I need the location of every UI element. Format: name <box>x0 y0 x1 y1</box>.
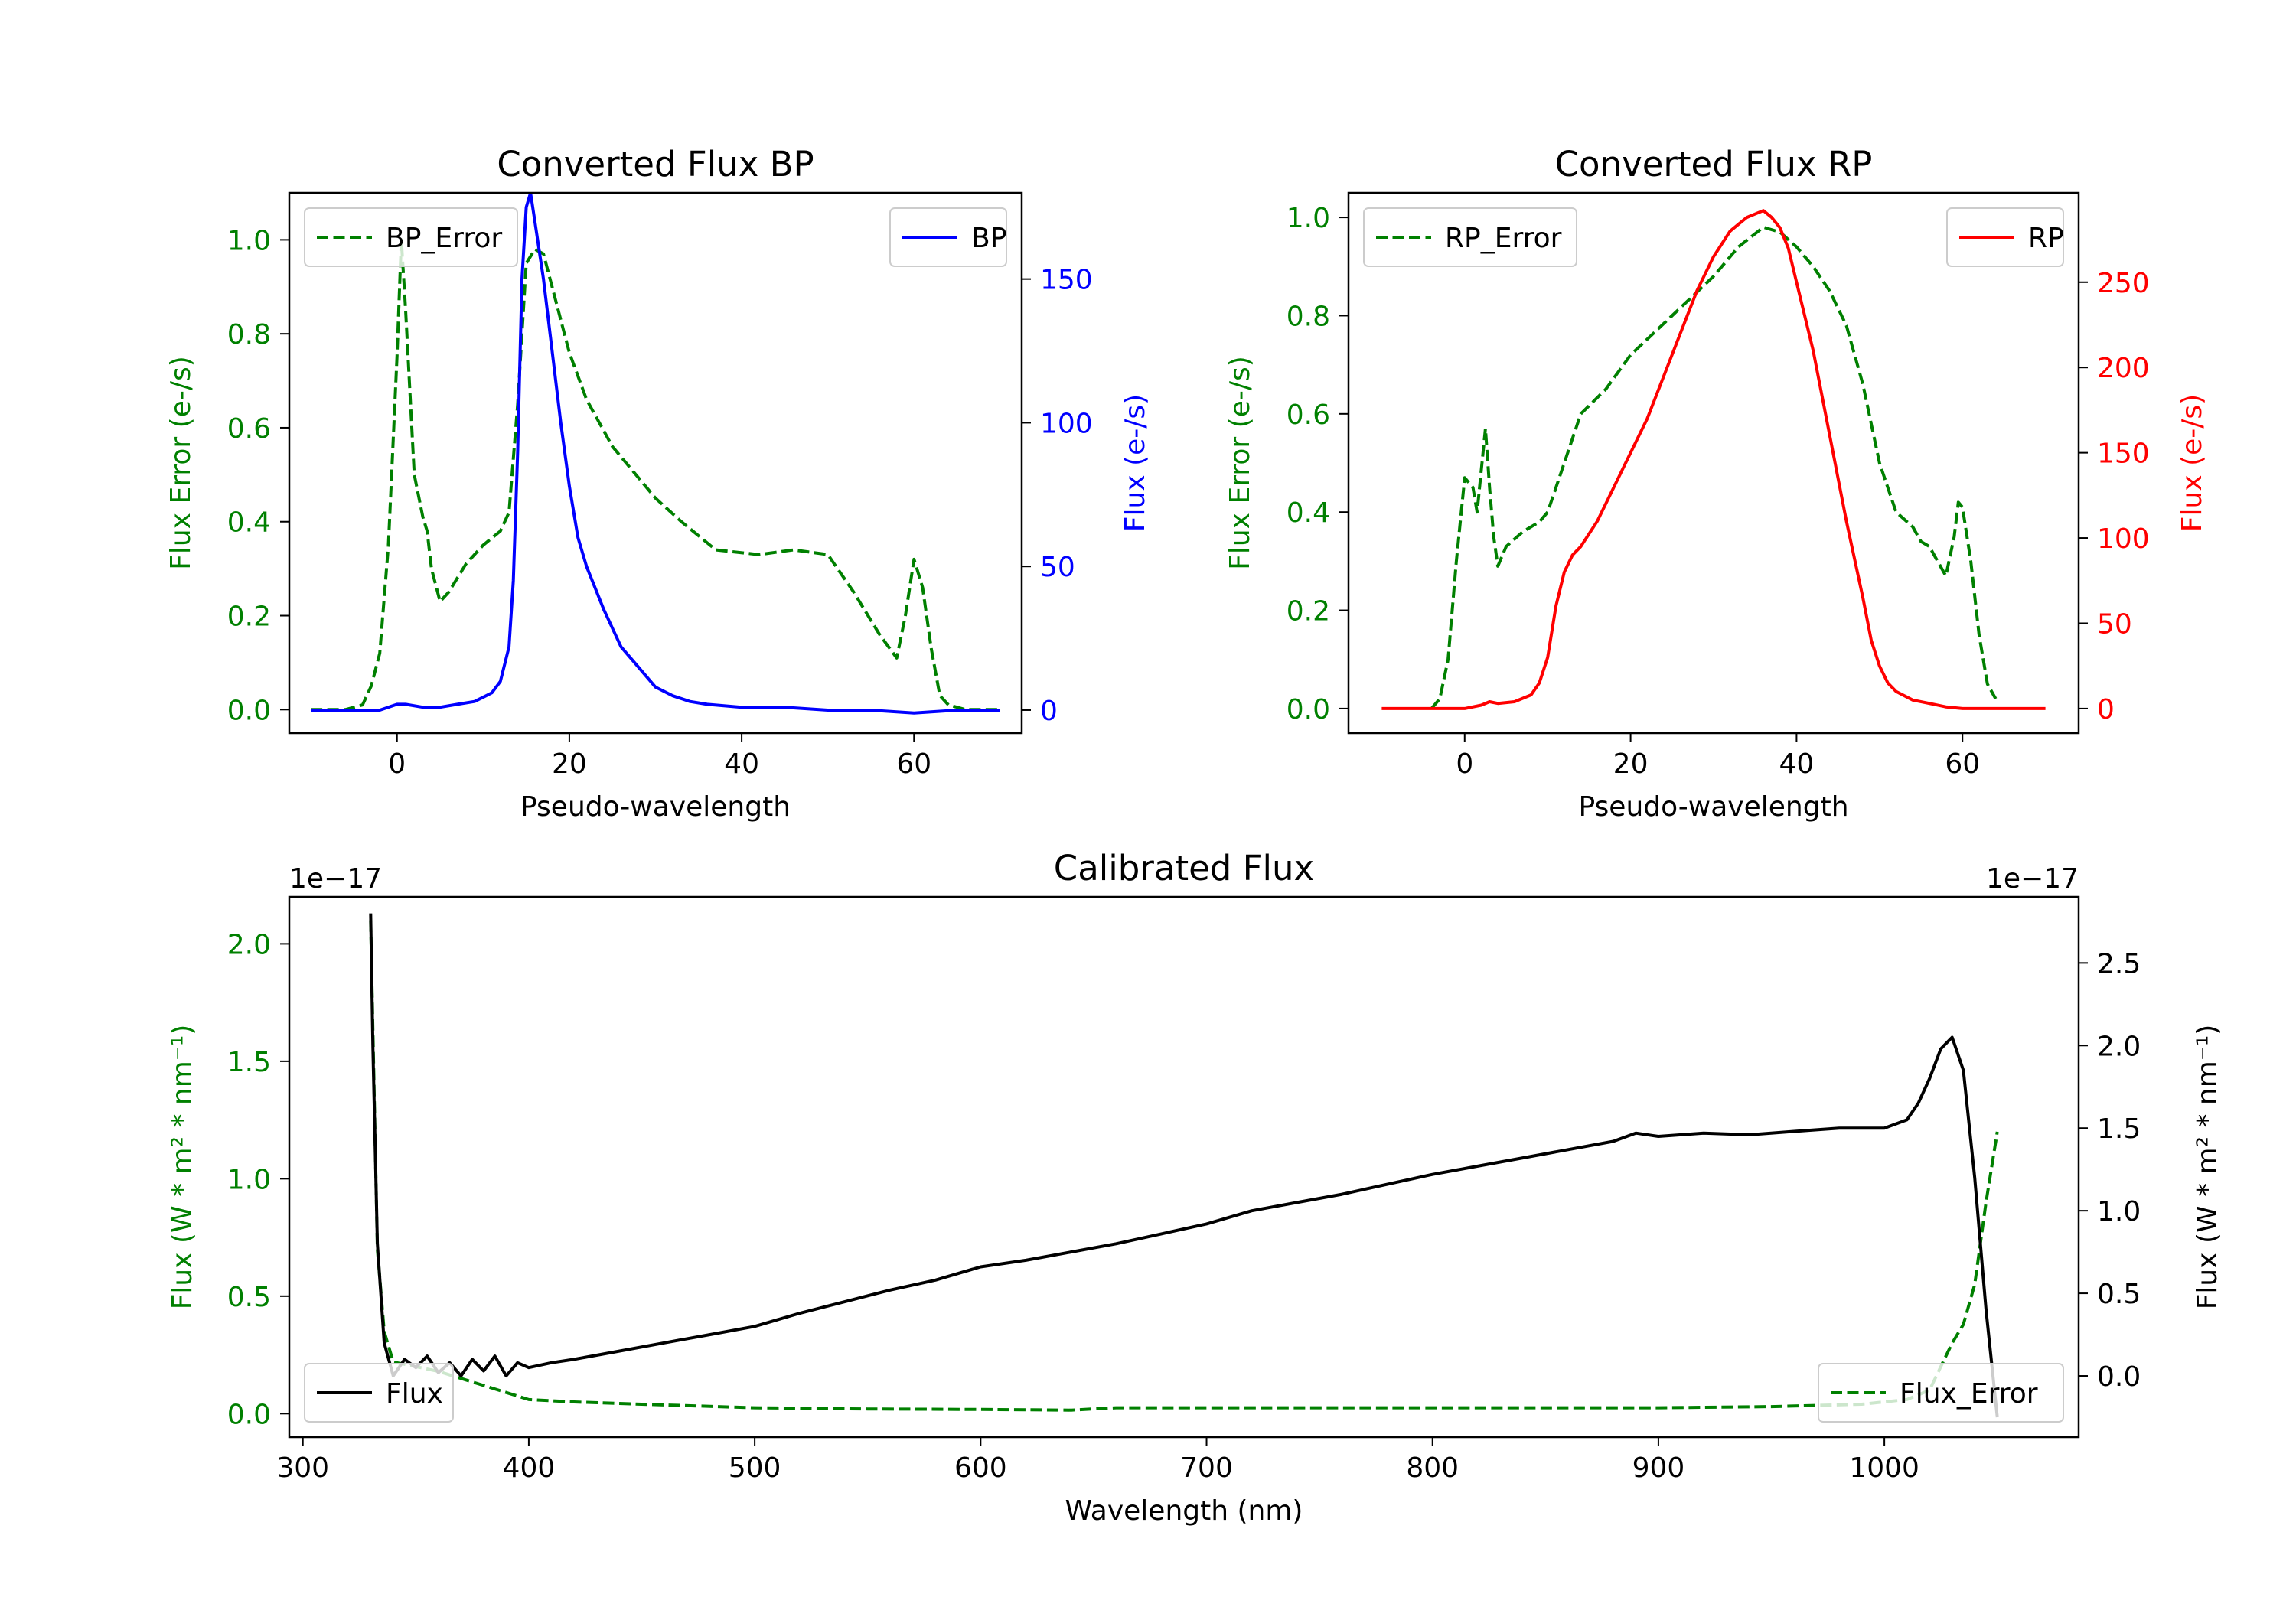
bp-x-tick-label: 40 <box>724 748 759 780</box>
bp-y-right-tick-label: 50 <box>1040 552 1075 583</box>
rp-x-tick-label: 40 <box>1779 748 1815 780</box>
calibrated-y-left-tick-label: 1.5 <box>227 1047 271 1078</box>
bp-axes-frame <box>288 191 1023 735</box>
calibrated-series-flux <box>369 913 1999 1418</box>
rp-title: Converted Flux RP <box>1555 144 1873 184</box>
rp-legend-rp-error: RP_Error <box>1363 207 1577 267</box>
calibrated-y-left-tick-label: 0.0 <box>227 1399 271 1430</box>
bp-y-left-tick-label: 0.6 <box>227 413 271 445</box>
rp-x-tick-label: 20 <box>1613 748 1649 780</box>
calibrated-axes-frame <box>288 895 2080 1439</box>
legend-label: BP_Error <box>386 223 502 254</box>
bp-legend-bp: BP <box>889 207 1007 267</box>
bp-y-right-tick-label: 0 <box>1040 696 1058 727</box>
legend-box <box>1363 207 1577 267</box>
legend-box <box>1818 1363 2064 1423</box>
calibrated-y-left-tick-label: 1.0 <box>227 1164 271 1195</box>
legend-label: Flux_Error <box>1900 1378 2038 1410</box>
calibrated-panel: 300 400 500 600 700 800 900 1000 0.0 0.5 1.0 1.5 2.0… <box>167 848 2223 1527</box>
rp-x-label: Pseudo-wavelength <box>1578 791 1848 823</box>
calibrated-y-right-tick-label: 0.0 <box>2097 1361 2141 1393</box>
calibrated-y-right-tick-label: 1.0 <box>2097 1196 2141 1227</box>
rp-y-right-tick-label: 100 <box>2097 523 2150 555</box>
calibrated-y-right-tick-label: 2.5 <box>2097 948 2141 980</box>
calibrated-title: Calibrated Flux <box>1054 848 1314 888</box>
calibrated-x-tick-label: 800 <box>1406 1452 1459 1484</box>
calibrated-x-tick-label: 900 <box>1632 1452 1685 1484</box>
bp-series-bp <box>311 193 1000 715</box>
calibrated-x-tick-label: 500 <box>729 1452 781 1484</box>
rp-x-tick-label: 60 <box>1945 748 1980 780</box>
rp-y-left-tick-label: 0.0 <box>1287 694 1330 725</box>
calibrated-x-tick-label: 700 <box>1180 1452 1233 1484</box>
calibrated-legend-flux-error: Flux_Error <box>1818 1363 2064 1423</box>
calibrated-x-tick-label: 600 <box>954 1452 1007 1484</box>
rp-y-right-tick-label: 50 <box>2097 608 2132 640</box>
legend-label: RP_Error <box>1445 223 1562 254</box>
calibrated-y-left-tick-label: 0.5 <box>227 1282 271 1313</box>
rp-y-right-tick-label: 150 <box>2097 438 2150 470</box>
bp-x-label: Pseudo-wavelength <box>520 791 791 823</box>
calibrated-x-tick-label: 1000 <box>1849 1452 1919 1484</box>
calibrated-x-tick-label: 400 <box>503 1452 556 1484</box>
bp-x-tick-label: 20 <box>552 748 587 780</box>
rp-y-right-tick-label: 0 <box>2097 694 2115 725</box>
rp-y-left-tick-label: 0.4 <box>1287 497 1330 529</box>
bp-title: Converted Flux BP <box>497 144 814 184</box>
bp-y-left-tick-label: 1.0 <box>227 225 271 256</box>
legend-label: RP <box>2028 223 2064 254</box>
rp-y-right-tick-label: 200 <box>2097 353 2150 384</box>
rp-y-right-tick-label: 250 <box>2097 268 2150 299</box>
bp-y-right-tick-label: 100 <box>1040 408 1093 439</box>
calibrated-offset-left: 1e−17 <box>289 863 382 895</box>
rp-panel: 0 20 40 60 0.0 0.2 0.4 0.6 0.8 1.0 0 50 100 150 200 250… <box>1225 144 2208 823</box>
calibrated-x-tick-label: 300 <box>276 1452 329 1484</box>
bp-y-right-label: Flux (e-/s) <box>1120 394 1151 532</box>
calibrated-offset-right: 1e−17 <box>1986 863 2079 895</box>
bp-panel: 0 20 40 60 0.0 0.2 0.4 0.6 0.8 1.0 0 50 100 150 Conver… <box>165 144 1151 823</box>
rp-series-rp <box>1381 209 2046 710</box>
calibrated-y-right-tick-label: 1.5 <box>2097 1113 2141 1145</box>
legend-label: Flux <box>386 1378 443 1410</box>
calibrated-y-right-tick-label: 0.5 <box>2097 1279 2141 1310</box>
bp-y-left-tick-label: 0.0 <box>227 695 271 726</box>
calibrated-legend-flux: Flux <box>304 1363 454 1423</box>
rp-y-left-label: Flux Error (e-/s) <box>1225 356 1256 570</box>
rp-axes-frame <box>1347 191 2080 735</box>
rp-x-tick-label: 0 <box>1456 748 1473 780</box>
bp-x-tick-label: 60 <box>896 748 931 780</box>
bp-y-left-tick-label: 0.8 <box>227 319 271 350</box>
bp-y-left-label: Flux Error (e-/s) <box>165 356 197 570</box>
rp-y-left-tick-label: 0.2 <box>1287 596 1330 627</box>
bp-legend-bp-error: BP_Error <box>304 207 518 267</box>
rp-y-left-tick-label: 0.6 <box>1287 399 1330 431</box>
calibrated-y-left-tick-label: 2.0 <box>227 929 271 960</box>
rp-y-right-label: Flux (e-/s) <box>2177 394 2208 532</box>
calibrated-y-right-tick-label: 2.0 <box>2097 1031 2141 1062</box>
bp-y-right-tick-label: 150 <box>1040 265 1093 296</box>
rp-legend-rp: RP <box>1946 207 2064 267</box>
rp-y-left-tick-label: 1.0 <box>1287 203 1330 234</box>
legend-box <box>304 207 518 267</box>
calibrated-y-left-label: Flux (W * m² * nm⁻¹) <box>167 1025 198 1310</box>
legend-label: BP <box>971 223 1006 254</box>
bp-y-left-tick-label: 0.2 <box>227 601 271 633</box>
bp-y-left-tick-label: 0.4 <box>227 507 271 539</box>
calibrated-x-label: Wavelength (nm) <box>1065 1495 1303 1527</box>
legend-box <box>304 1363 454 1423</box>
rp-y-left-tick-label: 0.8 <box>1287 301 1330 332</box>
rp-series-group <box>1381 209 2046 710</box>
bp-x-tick-label: 0 <box>388 748 406 780</box>
calibrated-y-right-label: Flux (W * m² * nm⁻¹) <box>2192 1025 2223 1310</box>
